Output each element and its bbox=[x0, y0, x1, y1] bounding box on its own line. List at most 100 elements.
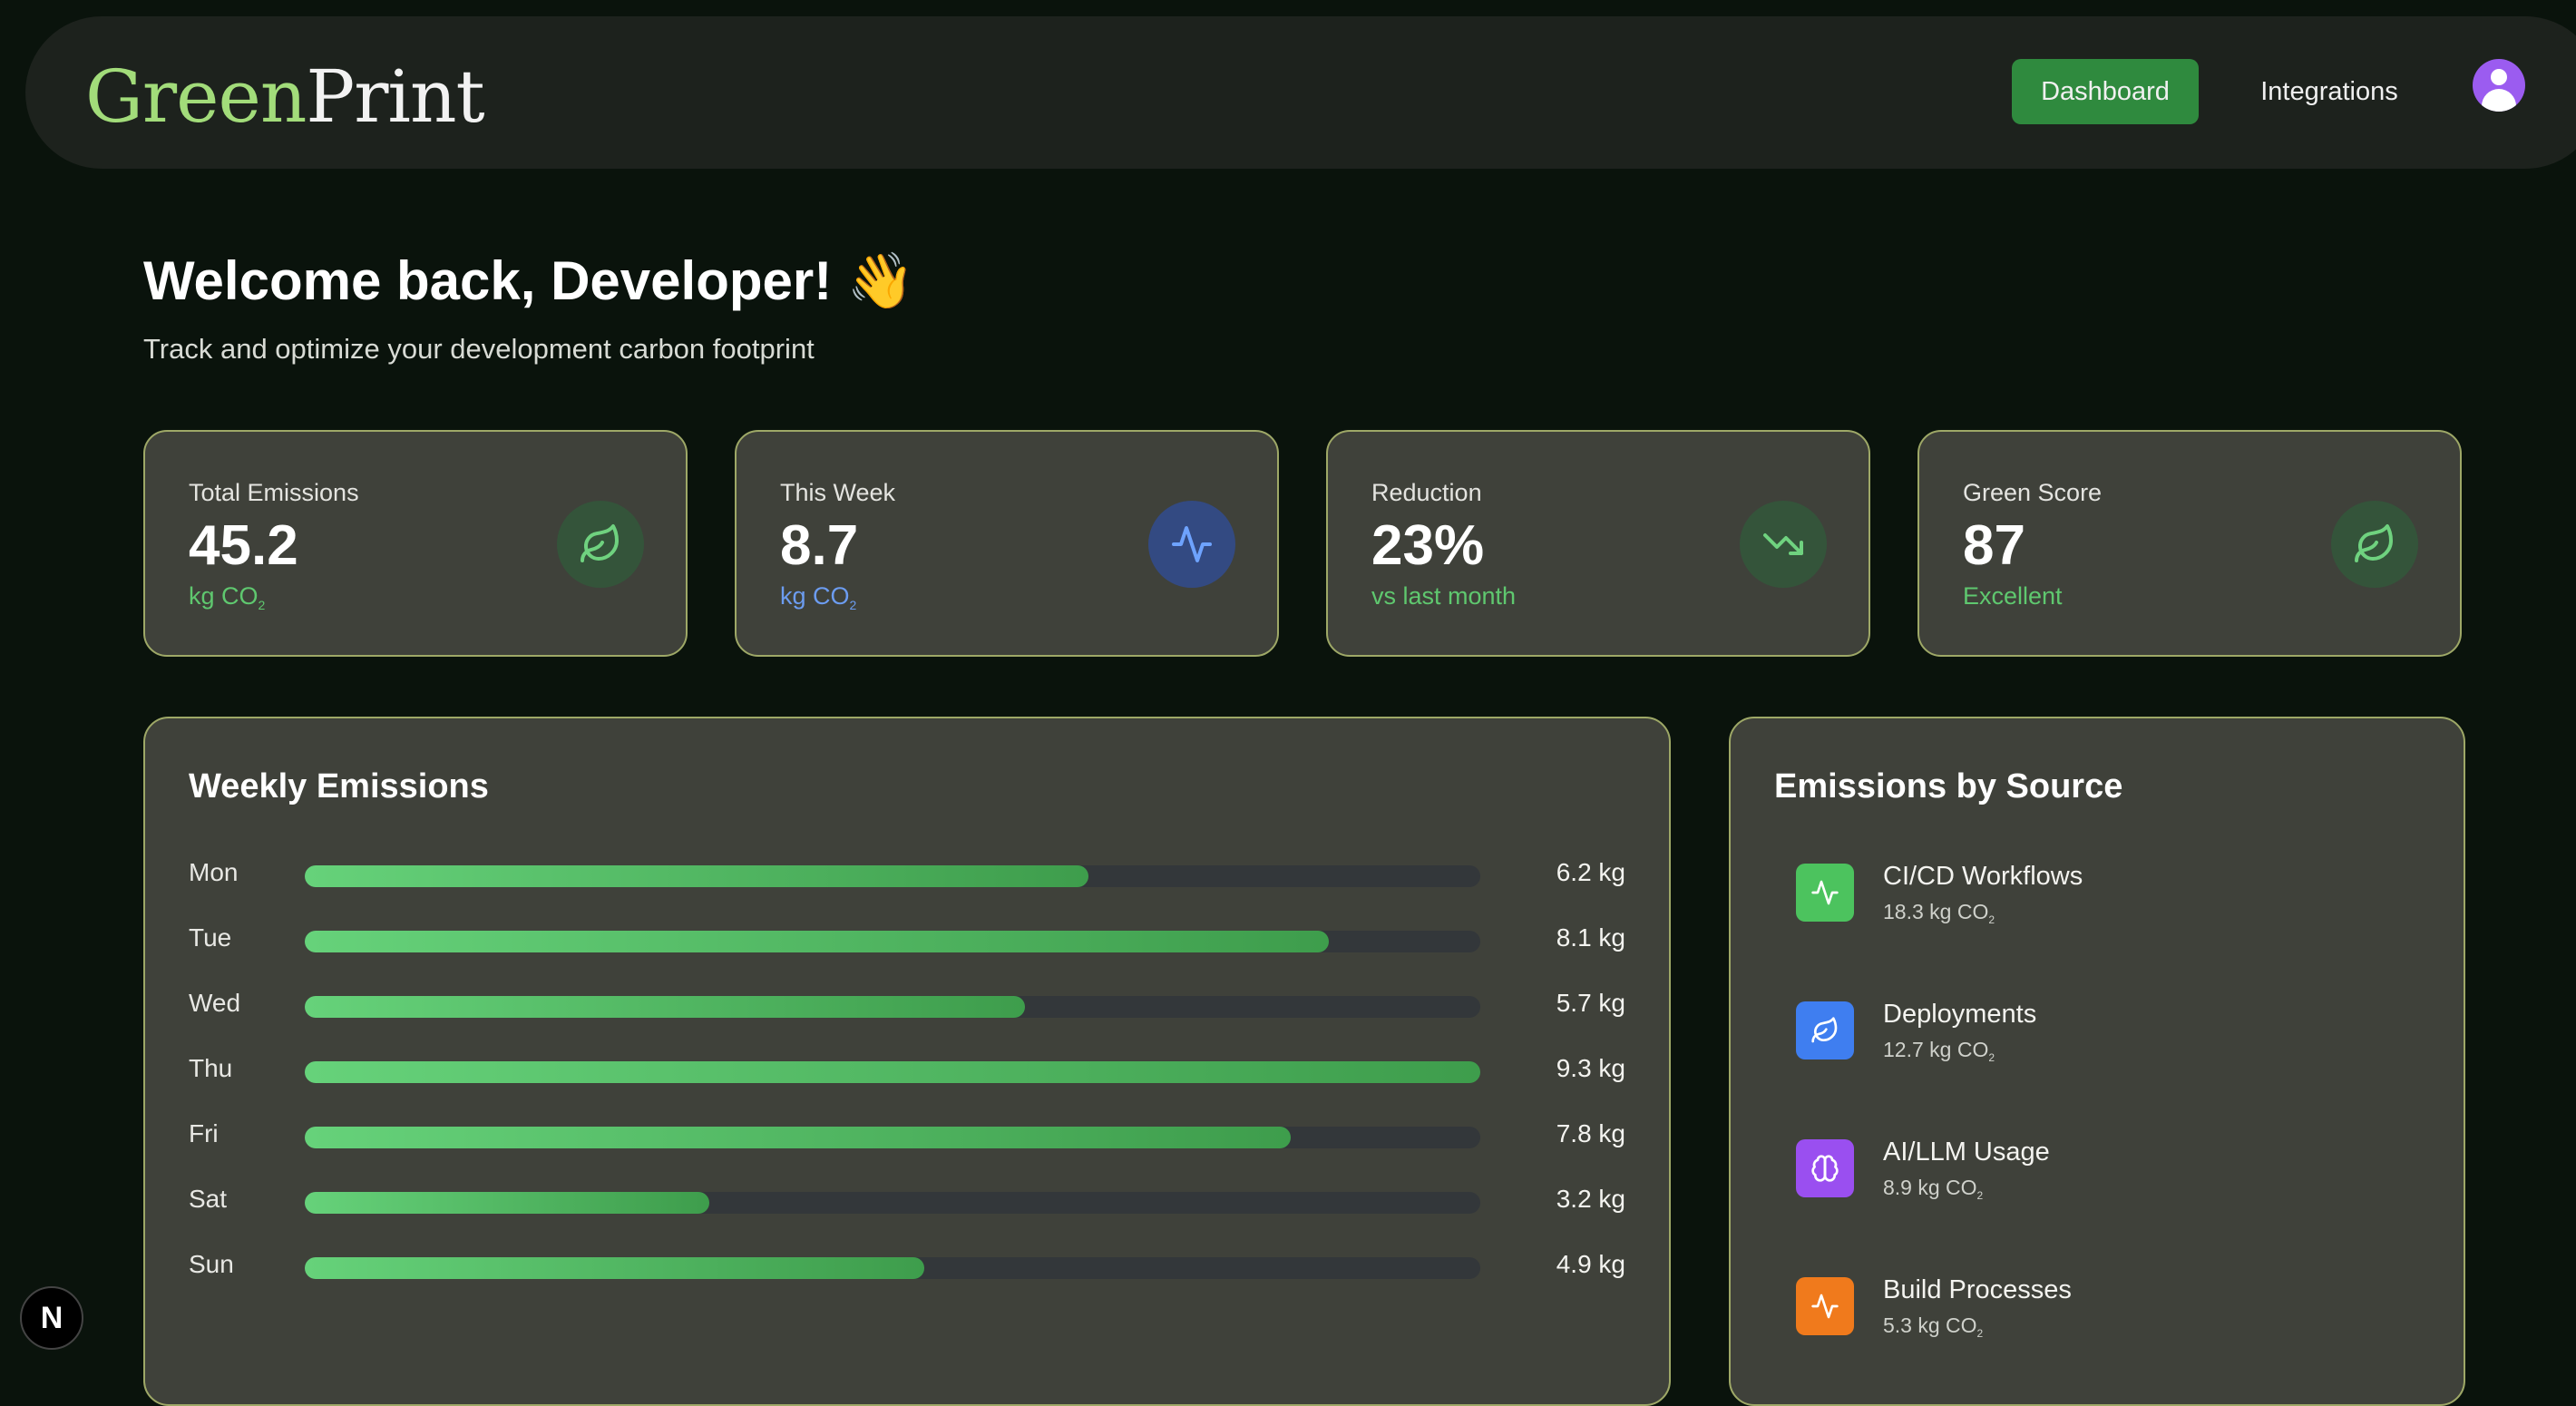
welcome-title: Welcome back, Developer! 👋 bbox=[143, 250, 915, 311]
stat-icon-badge bbox=[1740, 501, 1827, 588]
stat-value: 8.7 bbox=[780, 514, 859, 577]
bar-track bbox=[305, 1257, 1480, 1279]
source-amount-subscript: 2 bbox=[1976, 1189, 1984, 1202]
bar-row: Mon 6.2 kg bbox=[145, 856, 1669, 893]
bar-fill bbox=[305, 865, 1088, 887]
source-icon-badge bbox=[1796, 1277, 1854, 1335]
source-amount-text: 12.7 kg CO bbox=[1883, 1038, 1989, 1061]
source-icon-badge bbox=[1796, 864, 1854, 922]
framework-badge[interactable]: N bbox=[20, 1286, 83, 1350]
stat-card: This Week 8.7 kg CO2 bbox=[735, 430, 1279, 657]
source-name: Deployments bbox=[1883, 1000, 2037, 1029]
weekly-emissions-panel: Weekly Emissions Mon 6.2 kg Tue 8.1 kg Wed 5.… bbox=[143, 717, 1671, 1406]
bar-row: Thu 9.3 kg bbox=[145, 1052, 1669, 1089]
stat-icon-badge bbox=[557, 501, 644, 588]
stat-label: This Week bbox=[780, 479, 896, 506]
avatar-body-shape bbox=[2482, 89, 2516, 112]
bar-fill bbox=[305, 996, 1026, 1018]
bar-value-label: 6.2 kg bbox=[1556, 858, 1625, 886]
source-amount-subscript: 2 bbox=[1988, 913, 1995, 926]
welcome-subtitle: Track and optimize your development carb… bbox=[143, 333, 815, 365]
bar-track bbox=[305, 1061, 1480, 1083]
source-item[interactable]: Deployments 12.7 kg CO2 bbox=[1796, 992, 2431, 1074]
stat-unit: kg CO2 bbox=[189, 582, 265, 612]
bar-track bbox=[305, 865, 1480, 887]
bar-fill bbox=[305, 1061, 1480, 1083]
stat-unit-text: vs last month bbox=[1371, 582, 1517, 610]
source-name: Build Processes bbox=[1883, 1275, 2072, 1304]
stat-icon-badge bbox=[1148, 501, 1235, 588]
brand-logo-part1: Green bbox=[85, 54, 307, 139]
stat-label: Total Emissions bbox=[189, 479, 359, 506]
bar-day-label: Tue bbox=[189, 923, 232, 952]
bar-row: Sat 3.2 kg bbox=[145, 1183, 1669, 1219]
source-item[interactable]: Build Processes 5.3 kg CO2 bbox=[1796, 1268, 2431, 1350]
emissions-by-source-panel: Emissions by Source CI/CD Workflows 18.3 … bbox=[1729, 717, 2465, 1406]
source-icon-badge bbox=[1796, 1139, 1854, 1197]
stat-unit: Excellent bbox=[1963, 582, 2063, 612]
stat-value: 87 bbox=[1963, 514, 2025, 577]
source-item[interactable]: CI/CD Workflows 18.3 kg CO2 bbox=[1796, 854, 2431, 936]
bar-track bbox=[305, 1127, 1480, 1148]
source-amount: 5.3 kg CO2 bbox=[1883, 1313, 1983, 1340]
bar-fill bbox=[305, 1257, 924, 1279]
bar-row: Tue 8.1 kg bbox=[145, 922, 1669, 958]
bar-value-label: 4.9 kg bbox=[1556, 1250, 1625, 1278]
stat-value: 45.2 bbox=[189, 514, 298, 577]
source-name: CI/CD Workflows bbox=[1883, 862, 2083, 891]
stat-unit-text: kg CO bbox=[189, 582, 259, 610]
stat-unit: vs last month bbox=[1371, 582, 1516, 612]
source-amount: 12.7 kg CO2 bbox=[1883, 1038, 1995, 1064]
stat-icon-badge bbox=[2331, 501, 2418, 588]
bar-day-label: Fri bbox=[189, 1119, 219, 1147]
bar-day-label: Sun bbox=[189, 1250, 234, 1278]
stat-unit-subscript: 2 bbox=[849, 598, 857, 612]
nav-dashboard-button[interactable]: Dashboard bbox=[2012, 59, 2199, 124]
bar-day-label: Mon bbox=[189, 858, 239, 886]
source-amount-text: 18.3 kg CO bbox=[1883, 900, 1989, 923]
source-item[interactable]: AI/LLM Usage 8.9 kg CO2 bbox=[1796, 1130, 2431, 1212]
stat-card: Total Emissions 45.2 kg CO2 bbox=[143, 430, 688, 657]
stat-card: Green Score 87 Excellent bbox=[1917, 430, 2462, 657]
stat-label: Green Score bbox=[1963, 479, 2103, 506]
stat-value: 23% bbox=[1371, 514, 1485, 577]
bar-day-label: Thu bbox=[189, 1054, 233, 1082]
bar-row: Fri 7.8 kg bbox=[145, 1118, 1669, 1154]
bar-value-label: 9.3 kg bbox=[1556, 1054, 1625, 1082]
bar-value-label: 7.8 kg bbox=[1556, 1119, 1625, 1147]
source-amount-text: 5.3 kg CO bbox=[1883, 1313, 1977, 1337]
avatar-head-shape bbox=[2491, 69, 2507, 85]
bar-fill bbox=[305, 1192, 709, 1214]
source-amount-subscript: 2 bbox=[1976, 1327, 1984, 1340]
emissions-by-source-title: Emissions by Source bbox=[1774, 767, 2123, 806]
stat-unit: kg CO2 bbox=[780, 582, 856, 612]
top-nav: GreenPrint Dashboard Integrations bbox=[25, 16, 2576, 169]
bar-fill bbox=[305, 931, 1329, 952]
bar-row: Wed 5.7 kg bbox=[145, 987, 1669, 1023]
user-avatar[interactable] bbox=[2473, 59, 2525, 112]
source-amount-subscript: 2 bbox=[1988, 1051, 1995, 1064]
stat-card: Reduction 23% vs last month bbox=[1326, 430, 1870, 657]
stat-unit-text: Excellent bbox=[1963, 582, 2063, 610]
bar-value-label: 3.2 kg bbox=[1556, 1185, 1625, 1213]
stat-unit-text: kg CO bbox=[780, 582, 850, 610]
bar-day-label: Sat bbox=[189, 1185, 228, 1213]
bar-track bbox=[305, 996, 1480, 1018]
weekly-emissions-title: Weekly Emissions bbox=[189, 767, 489, 806]
source-icon-badge bbox=[1796, 1001, 1854, 1059]
source-amount-text: 8.9 kg CO bbox=[1883, 1176, 1977, 1199]
brand-logo[interactable]: GreenPrint bbox=[85, 54, 485, 139]
bar-row: Sun 4.9 kg bbox=[145, 1248, 1669, 1284]
bar-fill bbox=[305, 1127, 1291, 1148]
bar-track bbox=[305, 931, 1480, 952]
bar-day-label: Wed bbox=[189, 989, 241, 1017]
brand-logo-part2: Print bbox=[306, 54, 484, 139]
bar-value-label: 8.1 kg bbox=[1556, 923, 1625, 952]
stat-label: Reduction bbox=[1371, 479, 1482, 506]
stat-unit-subscript: 2 bbox=[258, 598, 266, 612]
source-amount: 18.3 kg CO2 bbox=[1883, 900, 1995, 926]
source-name: AI/LLM Usage bbox=[1883, 1137, 2050, 1167]
nav-integrations-link[interactable]: Integrations bbox=[2260, 77, 2398, 106]
bar-value-label: 5.7 kg bbox=[1556, 989, 1625, 1017]
bar-track bbox=[305, 1192, 1480, 1214]
